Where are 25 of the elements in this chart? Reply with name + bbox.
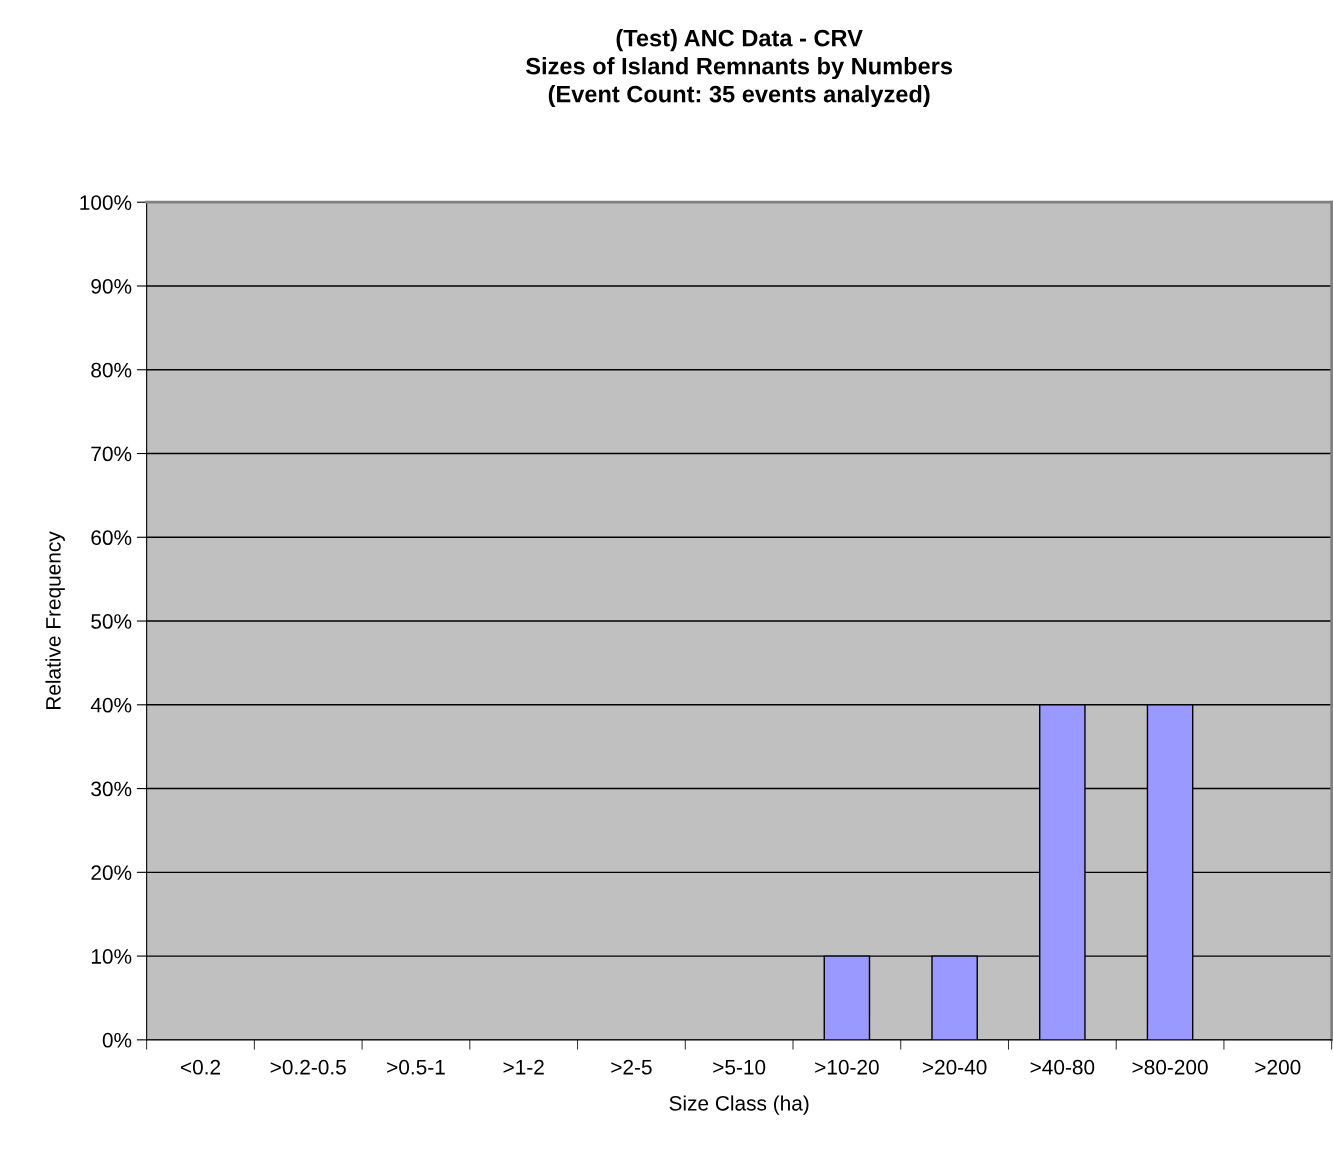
y-tick-label: 40% <box>90 697 132 713</box>
y-tick-label: 0% <box>102 1032 132 1048</box>
y-tick-label: 20% <box>91 865 132 881</box>
x-axis-title: Size Class (ha) <box>669 1095 809 1115</box>
x-tick-label: >5-10 <box>713 1059 766 1075</box>
chart-title: (Test) ANC Data - CRV Sizes of Island Remnants by Numbers (Event Count: 35 events analyzed) <box>525 29 953 108</box>
y-tick-label: 30% <box>91 781 132 797</box>
y-tick-label: 70% <box>91 446 132 462</box>
y-tick-label: 80% <box>91 362 132 378</box>
x-tick-label: >200 <box>1255 1059 1301 1075</box>
x-tick-label: >0.2-0.5 <box>270 1059 346 1075</box>
x-tick-label: >20-40 <box>922 1059 987 1075</box>
y-tick-label: 50% <box>91 614 132 629</box>
y-tick-label: 10% <box>91 949 132 964</box>
x-tick-label: >80-200 <box>1132 1059 1208 1075</box>
x-tick-label: >40-80 <box>1030 1059 1095 1075</box>
x-tick-label: <0.2 <box>180 1059 221 1075</box>
y-axis-title: Relative Frequency <box>45 531 65 710</box>
x-tick-label: >1-2 <box>503 1059 544 1075</box>
x-tick-label: >0.5-1 <box>387 1059 445 1075</box>
y-tick-label: 60% <box>91 530 132 546</box>
x-tick-label: >2-5 <box>611 1059 652 1075</box>
y-tick-label: 90% <box>91 278 132 294</box>
y-tick-label: 100% <box>80 195 132 210</box>
x-tick-label: >10-20 <box>815 1059 879 1075</box>
